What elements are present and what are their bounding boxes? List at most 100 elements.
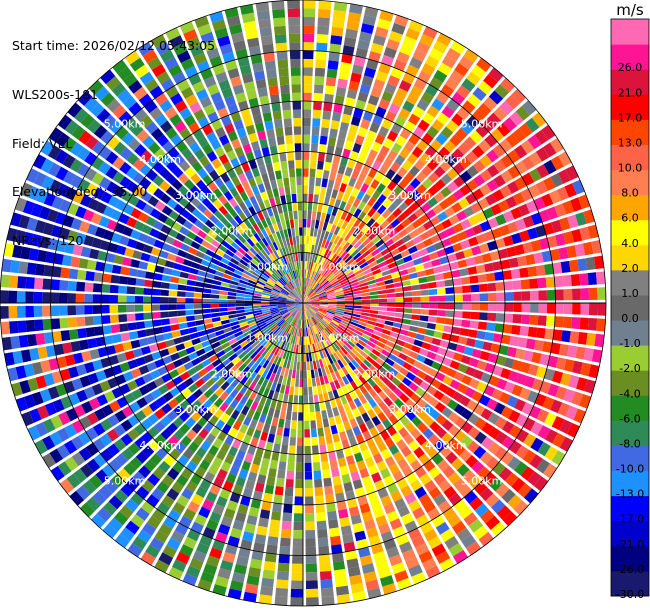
gate-cell <box>501 420 515 434</box>
gate-cell <box>403 207 414 218</box>
gate-cell <box>357 172 367 183</box>
gate-cell <box>357 153 367 164</box>
gate-cell <box>439 340 450 349</box>
gate-cell <box>372 34 387 46</box>
gate-cell <box>410 189 421 201</box>
gate-cell <box>520 314 530 325</box>
gate-cell <box>478 312 488 321</box>
gate-cell <box>546 206 559 220</box>
gate-cell <box>423 261 433 270</box>
gate-cell <box>402 313 412 319</box>
gate-cell <box>315 237 320 246</box>
gate-cell <box>409 366 420 376</box>
gate-cell <box>303 218 307 228</box>
gate-cell <box>405 336 416 345</box>
gate-cell <box>335 310 345 314</box>
gate-cell <box>489 250 501 261</box>
gate-cell <box>533 476 549 492</box>
gate-cell <box>405 371 416 382</box>
gate-cell <box>463 346 474 356</box>
gate-cell <box>392 95 405 107</box>
gate-cell <box>337 248 345 257</box>
gate-cell <box>340 334 349 342</box>
gate-cell <box>335 292 345 296</box>
gate-cell <box>441 105 455 119</box>
gate-cell <box>339 239 347 249</box>
gate-cell <box>344 292 353 296</box>
gate-cell <box>432 152 445 165</box>
gate-cell <box>433 69 448 83</box>
gate-cell <box>507 149 521 164</box>
gate-cell <box>303 235 306 245</box>
gate-cell <box>421 165 433 177</box>
gate-cell <box>452 277 462 286</box>
gate-cell <box>425 209 437 220</box>
gate-cell <box>368 283 377 289</box>
gate-cell <box>303 294 306 303</box>
gate-cell <box>364 6 379 18</box>
gate-cell <box>387 303 396 307</box>
gate-cell <box>503 381 516 394</box>
gate-cell <box>320 256 326 266</box>
gate-cell <box>415 195 427 207</box>
gate-cell <box>333 315 343 320</box>
gate-cell <box>468 378 480 390</box>
gate-cell <box>402 285 412 292</box>
gate-cell <box>318 308 328 312</box>
gate-cell <box>305 252 308 262</box>
gate-cell <box>303 42 314 51</box>
gate-cell <box>423 220 434 231</box>
gate-cell <box>391 377 402 387</box>
gate-cell <box>429 77 443 90</box>
gate-cell <box>311 210 317 220</box>
colorbar-tick-label: 17.0 <box>618 111 643 124</box>
gate-cell <box>535 264 546 276</box>
gate-cell <box>521 100 537 116</box>
gate-cell <box>456 383 468 394</box>
gate-cell <box>416 354 427 363</box>
gate-cell <box>556 186 570 201</box>
gate-cell <box>343 268 353 276</box>
gate-cell <box>497 199 510 212</box>
gate-cell <box>316 211 322 221</box>
gate-cell <box>467 215 480 226</box>
gate-cell <box>376 183 386 194</box>
gate-cell <box>419 33 434 47</box>
gate-cell <box>324 284 332 291</box>
gate-cell <box>360 145 370 157</box>
gate-cell <box>359 261 369 269</box>
gate-cell <box>355 231 365 240</box>
gate-cell <box>362 237 372 247</box>
gate-cell <box>499 392 511 405</box>
gate-cell <box>426 244 437 254</box>
colorbar-tick-label: -30.0 <box>616 588 644 601</box>
gate-cell <box>385 257 395 265</box>
gate-cell <box>469 275 479 284</box>
gate-cell <box>552 262 563 274</box>
gate-cell <box>445 77 460 91</box>
gate-cell <box>541 250 552 263</box>
gate-cell <box>550 155 565 171</box>
gate-cell <box>387 336 398 344</box>
gate-cell <box>394 223 405 233</box>
gate-cell <box>446 167 459 180</box>
gate-cell <box>520 188 533 202</box>
gate-cell <box>386 38 400 51</box>
gate-cell <box>389 331 400 339</box>
gate-cell <box>331 163 339 173</box>
gate-cell <box>453 371 465 382</box>
gate-cell <box>387 75 400 87</box>
gate-cell <box>493 159 507 173</box>
gate-cell <box>476 330 486 340</box>
gate-cell <box>573 408 586 424</box>
gate-cell <box>388 353 398 362</box>
gate-cell <box>542 396 555 410</box>
gate-cell <box>319 306 328 310</box>
gate-cell <box>343 313 352 319</box>
gate-cell <box>455 344 466 354</box>
gate-cell <box>371 160 382 172</box>
gate-cell <box>428 184 440 196</box>
gate-cell <box>538 209 551 223</box>
gate-cell <box>319 277 327 285</box>
colorbar-tick-label: 10.0 <box>618 162 643 175</box>
